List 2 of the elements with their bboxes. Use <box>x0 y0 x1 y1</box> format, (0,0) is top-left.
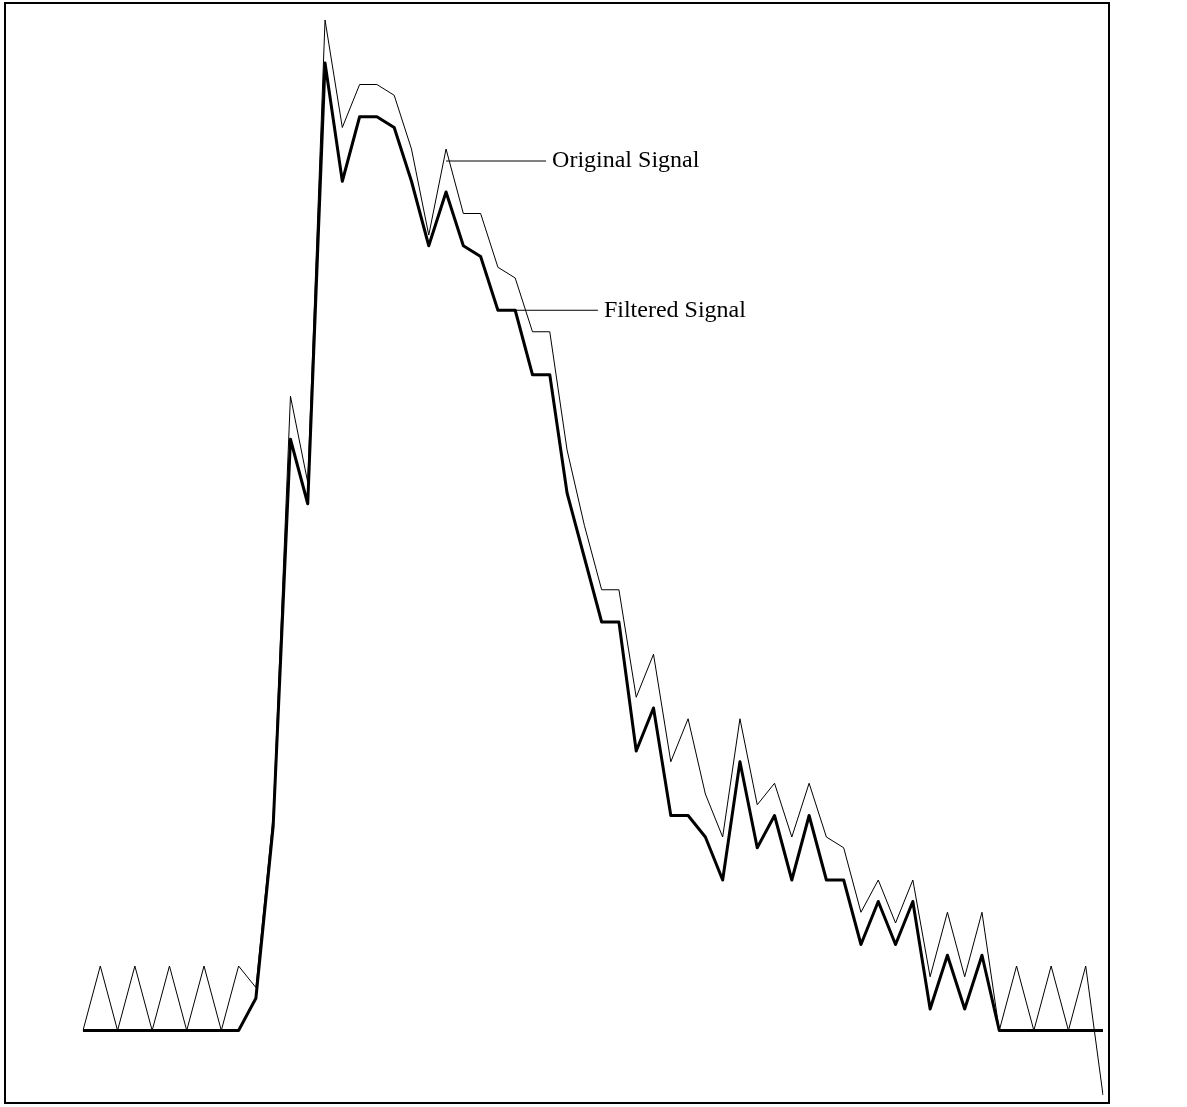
legend-label: Filtered Signal <box>603 295 747 322</box>
legend-label: Original Signal <box>552 146 700 173</box>
